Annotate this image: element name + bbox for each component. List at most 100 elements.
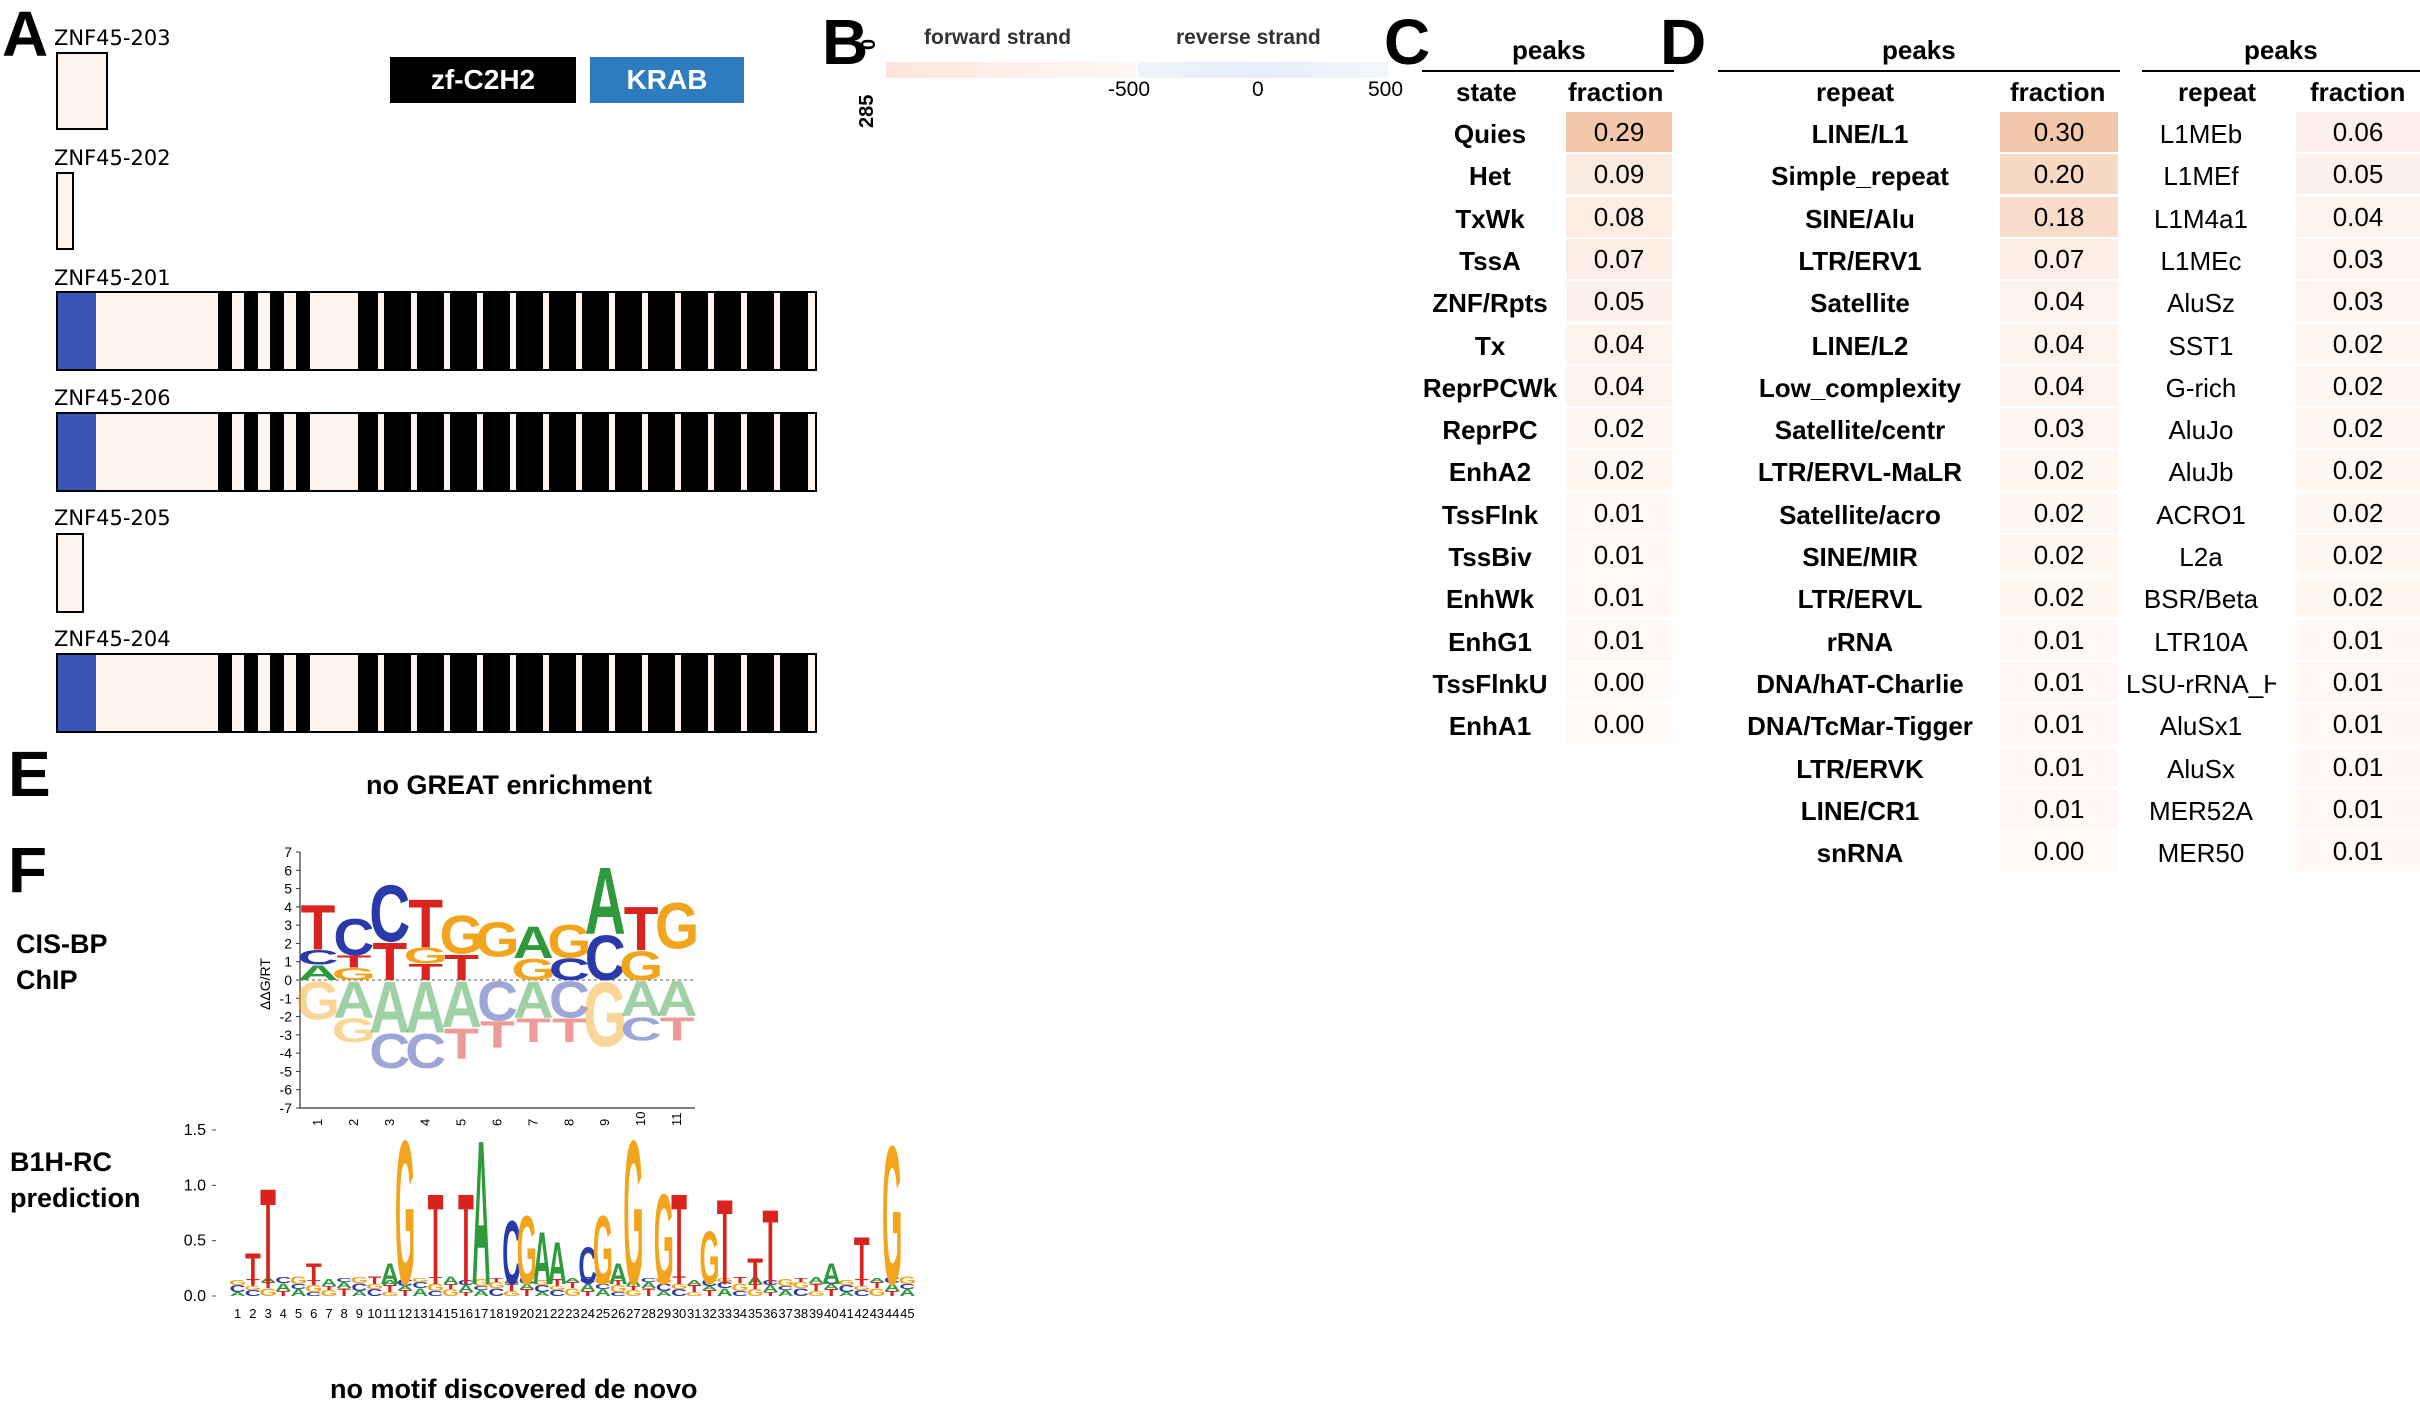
logo2-bg-letter: T xyxy=(672,1274,686,1287)
logo2-bg-letter: C xyxy=(230,1283,246,1294)
logo2-bg-letter: C xyxy=(717,1281,733,1290)
logo2-letter: G xyxy=(395,1120,415,1320)
logo1-y-tick-label: 6 xyxy=(284,862,292,878)
logo2-letter: C xyxy=(578,1237,597,1295)
domain-gap xyxy=(741,293,747,369)
table-d-left-row-label: LTR/ERVK xyxy=(1796,753,1924,784)
logo1-x-tick-label: 1 xyxy=(310,1119,325,1126)
logo2-bg-letter: T xyxy=(261,1281,276,1290)
logo1-bottom-letter: C xyxy=(477,970,518,1033)
logo2-bg-letter: T xyxy=(551,1277,565,1288)
logo2-x-tick-label: 6 xyxy=(310,1306,317,1320)
logo2-x-tick-label: 45 xyxy=(900,1306,914,1320)
table-c-row-label: Het xyxy=(1469,161,1511,192)
logo2-y-tick-label: 1.5 xyxy=(184,1122,206,1139)
table-d-right-row-label: AluSx xyxy=(2167,753,2235,784)
table-d-left-row-value: 0.00 xyxy=(2000,831,2118,872)
table-c-row-label: ReprPCWk xyxy=(1422,372,1558,403)
domain-gap xyxy=(675,655,681,731)
isoform-label-202: ZNF45-202 xyxy=(54,146,171,170)
table-d-left-col1: repeat xyxy=(1816,77,1895,107)
table-d-right-row-value: 0.01 xyxy=(2296,619,2420,660)
logo1-y-tick-label: 2 xyxy=(284,935,292,951)
logo1-top-letter: G xyxy=(404,943,448,968)
logo2-bg-letter: T xyxy=(733,1276,748,1285)
table-d-right-row-value: 0.02 xyxy=(2296,492,2420,533)
table-d-right-row-value: 0.03 xyxy=(2296,238,2420,279)
table-c-row-value: 0.01 xyxy=(1566,619,1672,660)
logo2-bg-letter: C xyxy=(778,1285,794,1291)
logo1-top-letter: C xyxy=(333,908,374,966)
table-d-right-row-label: AluSx1 xyxy=(2159,711,2243,742)
logo1-bottom-letter: C xyxy=(621,1010,662,1047)
logo1-y-tick-label: 0 xyxy=(284,972,292,988)
logo2-bg-letter: G xyxy=(625,1289,642,1298)
logo2-bg-letter: A xyxy=(291,1287,307,1298)
logo2-bg-letter: T xyxy=(337,1286,351,1299)
table-c-row-value: 0.00 xyxy=(1566,704,1672,745)
table-d-right-col1: repeat xyxy=(2178,77,2257,107)
logo2-x-tick-label: 3 xyxy=(264,1306,271,1320)
logo2-bg-letter: T xyxy=(611,1279,624,1287)
panel-letter-e: E xyxy=(8,738,51,810)
logo2-bg-letter: C xyxy=(884,1276,900,1285)
domain-gap xyxy=(510,293,516,369)
domain-gap xyxy=(378,655,384,731)
table-c-row-value: 0.04 xyxy=(1566,365,1672,406)
logo2-x-tick-label: 44 xyxy=(885,1306,899,1320)
x-tick-500: 500 xyxy=(1368,78,1404,101)
logo1-bottom-letter: A xyxy=(513,971,554,1029)
logo2-bg-letter: A xyxy=(625,1277,641,1288)
table-d-left-row-value: 0.01 xyxy=(2000,788,2118,829)
logo2-x-tick-label: 41 xyxy=(839,1306,853,1320)
logo1-bottom-letter: C xyxy=(405,1024,446,1078)
logo1-x-tick-label: 3 xyxy=(382,1119,397,1126)
logo1-top-letter: T xyxy=(408,960,443,985)
logo2-letter: T xyxy=(671,1167,687,1311)
table-d-right-row-label: G-rich xyxy=(2165,372,2237,403)
table-d-right-row-value: 0.01 xyxy=(2296,746,2420,787)
logo2-x-tick-label: 19 xyxy=(504,1306,518,1320)
table-d-left-row-label: SINE/MIR xyxy=(1802,542,1918,572)
zf-c2h2-domain xyxy=(296,655,310,731)
table-d-left-row-label: Satellite xyxy=(1810,288,1910,319)
logo2-bg-letter: C xyxy=(839,1283,855,1294)
logo1-bottom-letter: T xyxy=(516,1011,551,1050)
table-c-row-label: TssBiv xyxy=(1448,542,1532,572)
table-c-row-value: 0.01 xyxy=(1566,577,1672,618)
panel-letter-c: C xyxy=(1384,6,1431,78)
logo2-bg-letter: A xyxy=(519,1283,535,1291)
table-c-row-value: 0.01 xyxy=(1566,492,1672,533)
logo2-bg-letter: A xyxy=(641,1281,657,1290)
logo2-x-tick-label: 22 xyxy=(550,1306,564,1320)
logo1-bottom-letter: A xyxy=(441,968,482,1041)
logo1-bottom-letter: A xyxy=(369,967,410,1049)
logo2-x-tick-label: 5 xyxy=(295,1306,302,1320)
reverse-strand-label: reverse strand xyxy=(1176,26,1321,49)
logo2-bg-letter: G xyxy=(716,1277,733,1283)
logo2-bg-letter: A xyxy=(823,1283,839,1291)
y-tick-top: 0 xyxy=(858,38,880,50)
logo2-x-tick-label: 9 xyxy=(356,1306,363,1320)
isoform-label-206: ZNF45-206 xyxy=(54,386,171,410)
logo2-letter: T xyxy=(854,1223,870,1298)
table-d-left-row-value: 0.30 xyxy=(2000,112,2118,152)
logo2-bg-letter: G xyxy=(244,1285,261,1291)
domain-gap xyxy=(741,414,747,490)
logo1-bottom-letter: T xyxy=(444,1019,479,1068)
table-d-right-row-label: L1MEb xyxy=(2159,119,2243,149)
table-d-left-row-label: Low_complexity xyxy=(1758,372,1962,403)
y-tick-bottom: 285 xyxy=(856,94,878,128)
logo2-bg-letter: G xyxy=(838,1279,855,1287)
domain-gap xyxy=(444,655,450,731)
domain-gap xyxy=(444,414,450,490)
logo2-bg-letter: C xyxy=(762,1279,778,1287)
cisbp-motif-logo: 76543210-1-2-3-4-5-6-7ΔΔG/RTTACG1CGTAG2C… xyxy=(257,844,699,1126)
logo2-x-tick-label: 18 xyxy=(489,1306,503,1320)
logo2-bg-letter: C xyxy=(291,1283,307,1291)
logo2-bg-letter: A xyxy=(595,1287,611,1298)
table-c-col2: fraction xyxy=(1568,77,1664,107)
isoform-bar-203 xyxy=(56,52,108,130)
logo2-bg-letter: G xyxy=(670,1283,687,1291)
logo1-y-tick-label: 7 xyxy=(284,844,292,860)
